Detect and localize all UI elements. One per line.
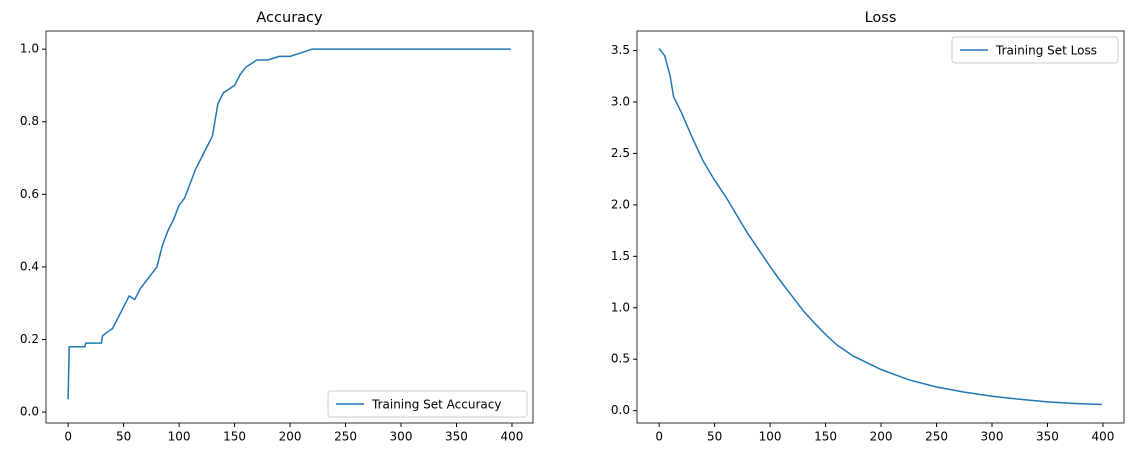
y-tick-label: 0.0: [611, 403, 630, 417]
y-tick-label: 2.0: [611, 197, 630, 211]
legend-box: [951, 36, 1119, 64]
x-tick-label: 50: [707, 430, 722, 444]
series-line: [67, 48, 511, 400]
x-tick-label: 200: [279, 430, 302, 444]
x-tick-label: 150: [223, 430, 246, 444]
y-tick-label: 1.5: [611, 249, 630, 263]
legend-label: Training Set Accuracy: [371, 398, 501, 412]
y-tick-label: 0.5: [611, 352, 630, 366]
x-tick-label: 250: [925, 430, 948, 444]
y-tick-label: 0.8: [20, 114, 39, 128]
y-tick-label: 3.5: [611, 43, 630, 57]
legend-label: Training Set Loss: [995, 44, 1097, 58]
x-tick-label: 200: [870, 430, 893, 444]
x-tick-label: 150: [814, 430, 837, 444]
x-tick-label: 100: [759, 430, 782, 444]
x-tick-label: 350: [445, 430, 468, 444]
x-tick-label: 300: [390, 430, 413, 444]
x-tick-label: 400: [1092, 430, 1115, 444]
y-tick-label: 1.0: [611, 300, 630, 314]
y-tick-label: 0.2: [20, 332, 39, 346]
x-tick-label: 0: [64, 430, 72, 444]
chart-title: Loss: [865, 10, 897, 26]
axes-frame: [45, 30, 534, 424]
y-tick-label: 2.5: [611, 146, 630, 160]
x-tick-label: 350: [1036, 430, 1059, 444]
y-tick-label: 3.0: [611, 94, 630, 108]
y-tick-label: 0.6: [20, 187, 39, 201]
x-tick-label: 400: [501, 430, 524, 444]
x-tick-label: 250: [334, 430, 357, 444]
legend-box: [327, 390, 528, 418]
series-line: [658, 48, 1102, 406]
y-tick-label: 0.0: [20, 405, 39, 419]
x-tick-label: 100: [168, 430, 191, 444]
x-tick-label: 0: [655, 430, 663, 444]
x-tick-label: 300: [981, 430, 1004, 444]
chart-title: Accuracy: [256, 10, 323, 26]
x-tick-label: 50: [116, 430, 131, 444]
axes-frame: [636, 30, 1125, 424]
y-tick-label: 0.4: [20, 259, 39, 273]
y-tick-label: 1.0: [20, 42, 39, 56]
